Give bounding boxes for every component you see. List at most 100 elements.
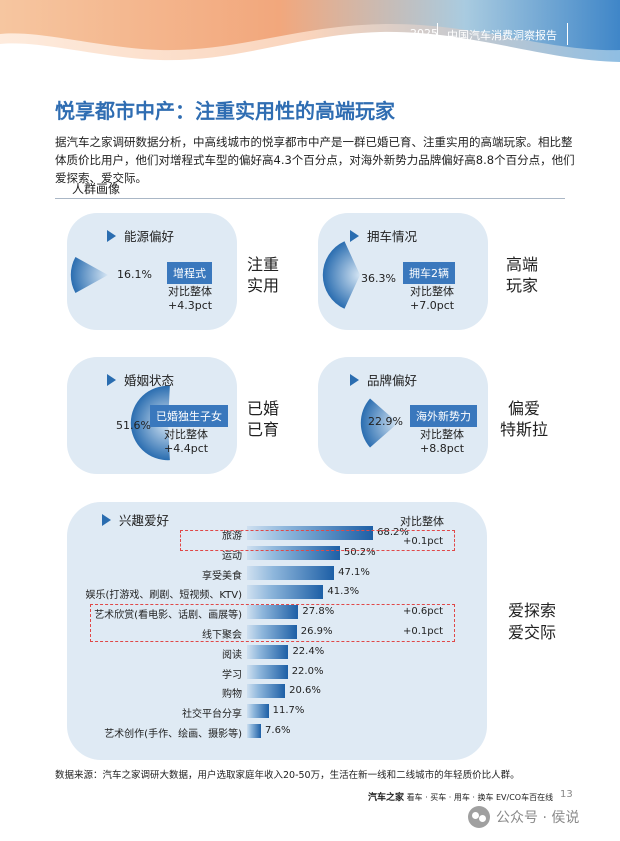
brand-delta: +8.8pct — [420, 442, 465, 455]
brand-card-heading: 品牌偏好 — [350, 370, 417, 389]
brand-heading-text: 品牌偏好 — [367, 373, 418, 388]
header-report-title: 中国汽车消费洞察报告 — [447, 29, 557, 42]
triangle-bullet-icon — [350, 373, 359, 386]
energy-side-line-2: 实用 — [247, 276, 280, 295]
brand-side-text: 偏爱 特斯拉 — [500, 398, 548, 440]
bar-delta-label: +0.1pct — [403, 626, 444, 637]
bar-category-label: 运动 — [222, 550, 242, 562]
ownership-heading-text: 拥车情况 — [367, 229, 418, 244]
bar-category-label: 娱乐(打游戏、刷剧、短视频、KTV) — [85, 590, 242, 602]
brand-tag: 海外新势力 — [410, 405, 477, 427]
bar-value-label: 11.7% — [272, 705, 305, 717]
marital-percent: 51.6% — [116, 419, 151, 432]
page-number: 13 — [560, 789, 573, 800]
bar — [247, 526, 374, 540]
energy-delta: +4.3pct — [168, 299, 213, 312]
energy-side-line-1: 注重 — [247, 255, 280, 274]
bar-value-label: 50.2% — [343, 546, 376, 558]
triangle-bullet-icon — [107, 373, 116, 386]
interests-side-line-2: 爱交际 — [508, 623, 557, 642]
bar — [247, 565, 335, 580]
marital-card-heading: 婚姻状态 — [107, 370, 174, 389]
energy-heading-text: 能源偏好 — [124, 229, 175, 244]
energy-card-heading: 能源偏好 — [107, 226, 174, 245]
wechat-watermark: 公众号 · 侯说 — [468, 806, 579, 828]
footer-brand-autohome: 汽车之家 — [368, 793, 405, 803]
marital-side-line-1: 已婚 — [247, 399, 280, 418]
bar-value-label: 41.3% — [327, 586, 360, 598]
bar-value-label: 22.4% — [292, 645, 325, 657]
bar-category-label: 阅读 — [222, 649, 242, 661]
energy-pie — [70, 256, 108, 294]
ownership-side-line-1: 高端 — [506, 255, 539, 274]
brand-side-line-1: 偏爱 — [508, 399, 541, 418]
bar — [247, 644, 289, 659]
ownership-tag: 拥车2辆 — [403, 262, 455, 284]
bar — [247, 704, 269, 719]
bar — [247, 625, 297, 639]
wechat-icon — [468, 806, 490, 828]
bar — [247, 605, 299, 620]
bar-delta-label: +0.6pct — [403, 606, 444, 618]
marital-heading-text: 婚姻状态 — [124, 373, 175, 388]
header-year: 2025 — [410, 27, 438, 40]
data-source-note: 数据来源：汽车之家调研大数据，用户选取家庭年收入20-50万，生活在新一线和二线… — [55, 770, 520, 781]
interests-heading-text: 兴趣爱好 — [119, 513, 170, 528]
triangle-bullet-icon — [107, 229, 116, 242]
triangle-bullet-icon — [102, 513, 111, 526]
marital-delta: +4.4pct — [164, 442, 209, 455]
bar-value-label: 20.6% — [289, 685, 321, 697]
footer-brand-evico: EV/CO车百在线 — [496, 793, 554, 802]
page-title: 悦享都市中产：注重实用性的高端玩家 — [55, 99, 395, 123]
bar-value-label: 47.1% — [338, 566, 370, 578]
ownership-side-text: 高端 玩家 — [506, 254, 538, 296]
marital-side-text: 已婚 已育 — [247, 398, 279, 440]
bar-value-label: 26.9% — [300, 626, 333, 637]
interests-side-line-1: 爱探索 — [508, 601, 557, 620]
energy-side-text: 注重 实用 — [247, 254, 279, 296]
bar-value-label: 68.2% — [377, 527, 409, 538]
section-divider — [55, 198, 565, 199]
energy-compare: 对比整体 +4.3pct — [168, 285, 212, 313]
bar-category-label: 旅游 — [222, 531, 242, 542]
bar — [247, 664, 288, 679]
bar-category-label: 购物 — [222, 689, 242, 701]
bar-value-label: 7.6% — [265, 725, 291, 736]
header-wave-band — [0, 0, 620, 62]
bar — [247, 724, 262, 738]
energy-tag: 增程式 — [167, 262, 212, 284]
brand-side-line-2: 特斯拉 — [500, 420, 549, 439]
bar-delta-label: +0.1pct — [403, 536, 444, 547]
bar-category-label: 艺术创作(手作、绘画、摄影等) — [104, 729, 242, 740]
energy-compare-label: 对比整体 — [168, 285, 213, 298]
bar-value-label: 27.8% — [302, 606, 335, 618]
interests-compare-title: 对比整体 — [400, 515, 444, 528]
bar-value-label: 22.0% — [291, 665, 324, 677]
bar-category-label: 享受美食 — [202, 570, 242, 582]
brand-compare-label: 对比整体 — [420, 428, 465, 441]
bar — [247, 585, 324, 600]
pie-wedge — [322, 241, 360, 309]
brand-pie — [360, 398, 398, 448]
bar — [247, 545, 340, 560]
ownership-delta: +7.0pct — [410, 299, 455, 312]
pie-wedge — [360, 398, 398, 448]
marital-side-line-2: 已育 — [247, 420, 280, 439]
section-label: 人群画像 — [72, 182, 121, 196]
highlight-box-travel — [180, 530, 455, 551]
header-divider — [437, 23, 438, 45]
bar — [247, 684, 286, 699]
bar-category-label: 学习 — [222, 669, 242, 681]
brand-percent: 22.9% — [368, 415, 403, 428]
bar-category-label: 社交平台分享 — [182, 709, 242, 721]
ownership-side-line-2: 玩家 — [506, 276, 539, 295]
interests-heading: 兴趣爱好 — [102, 510, 169, 529]
marital-tag: 已婚独生子女 — [150, 405, 228, 427]
interests-side-text: 爱探索 爱交际 — [508, 600, 556, 644]
ownership-compare-label: 对比整体 — [410, 285, 455, 298]
ownership-card-heading: 拥车情况 — [350, 226, 417, 245]
energy-percent: 16.1% — [117, 268, 152, 281]
intro-paragraph: 据汽车之家调研数据分析，中高线城市的悦享都市中产是一群已婚已育、注重实用的高端玩… — [55, 135, 575, 185]
marital-compare: 对比整体 +4.4pct — [164, 428, 208, 456]
highlight-box-art-and-gatherings — [90, 604, 455, 642]
